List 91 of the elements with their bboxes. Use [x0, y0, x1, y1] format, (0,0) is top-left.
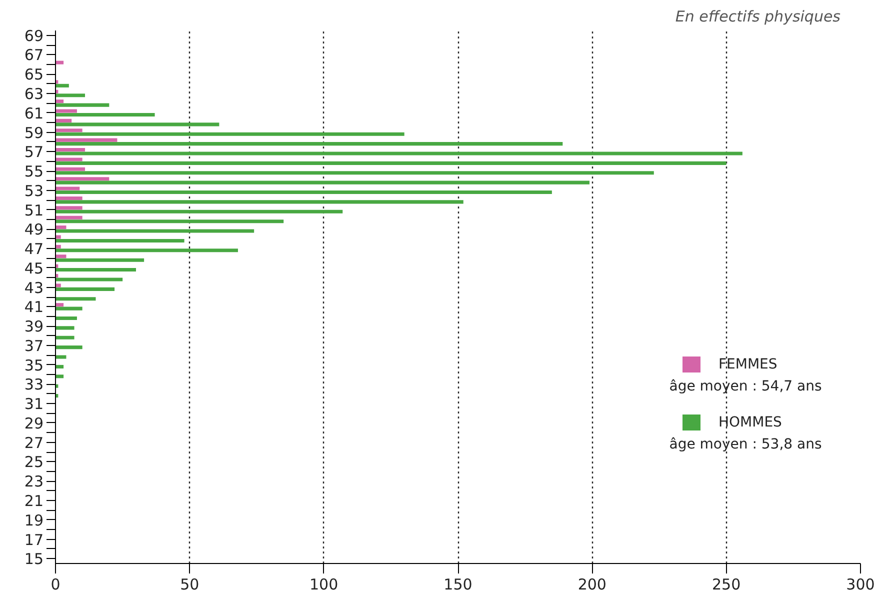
- y-tick-label: 45: [24, 259, 44, 278]
- y-tick-label: 25: [24, 453, 44, 472]
- bar: [56, 206, 82, 210]
- annotation: âge moyen : 53,8 ans: [669, 436, 822, 452]
- bar: [56, 118, 72, 122]
- bar: [56, 100, 64, 104]
- bar: [56, 258, 144, 262]
- bar: [56, 297, 96, 301]
- y-tick-label: 39: [24, 318, 44, 336]
- legend-label: HOMMES: [718, 414, 782, 430]
- y-tick-label: 17: [24, 530, 44, 549]
- bar: [56, 190, 552, 194]
- chart-subtitle: En effectifs physiques: [675, 8, 841, 26]
- bar: [56, 244, 61, 248]
- bar: [56, 326, 74, 330]
- bar: [56, 306, 82, 310]
- legend-label: FEMMES: [718, 356, 778, 372]
- y-tick-label: 35: [24, 356, 44, 374]
- bar: [56, 148, 86, 152]
- x-tick-label: 300: [846, 576, 875, 594]
- y-tick-label: 47: [24, 240, 44, 258]
- bar: [56, 122, 220, 126]
- bar: [56, 355, 66, 359]
- bar: [56, 268, 136, 272]
- bar: [56, 186, 80, 190]
- bar: [56, 287, 115, 291]
- y-tick-label: 21: [24, 492, 44, 510]
- y-tick-label: 33: [24, 376, 44, 394]
- bar: [56, 346, 82, 350]
- bar: [56, 220, 284, 224]
- y-tick-label: 23: [24, 472, 44, 491]
- y-tick-label: 29: [24, 414, 44, 432]
- bar: [56, 152, 742, 156]
- y-tick-label: 19: [24, 511, 44, 530]
- y-tick-label: 27: [24, 434, 44, 452]
- bar: [56, 132, 404, 136]
- bar: [56, 278, 123, 282]
- bar: [56, 103, 110, 107]
- bar: [56, 229, 254, 233]
- y-tick-label: 51: [24, 201, 44, 220]
- x-tick-label: 150: [444, 576, 472, 594]
- y-tick-label: 63: [24, 84, 44, 103]
- bar: [56, 94, 86, 98]
- y-tick-label: 61: [24, 104, 44, 122]
- bar: [56, 167, 86, 171]
- y-tick-label: 69: [24, 26, 44, 45]
- bar: [56, 177, 110, 181]
- bar: [56, 60, 64, 64]
- y-tick-label: 59: [24, 124, 44, 142]
- bar: [56, 112, 155, 117]
- y-tick-label: 15: [24, 550, 44, 568]
- annotation: âge moyen : 54,7 ans: [669, 378, 822, 394]
- bar: [56, 200, 464, 204]
- y-tick-label: 37: [24, 336, 44, 355]
- bar: [56, 336, 74, 340]
- y-tick-label: 57: [24, 143, 44, 162]
- bar: [56, 161, 726, 165]
- bar: [56, 364, 64, 368]
- bar: [56, 171, 654, 175]
- y-tick-label: 55: [24, 162, 44, 181]
- x-tick-label: 50: [180, 576, 200, 594]
- y-tick-label: 43: [24, 278, 44, 297]
- bar: [56, 84, 69, 88]
- x-tick-label: 250: [712, 576, 741, 594]
- y-tick-label: 53: [24, 182, 44, 200]
- bar: [56, 158, 82, 162]
- bar: [56, 138, 118, 142]
- bar: [56, 196, 82, 200]
- bar: [56, 303, 64, 307]
- bar: [56, 235, 61, 239]
- x-tick-label: 0: [50, 576, 60, 594]
- bar: [56, 316, 77, 320]
- x-tick-label: 100: [310, 576, 338, 594]
- bar: [56, 248, 238, 252]
- y-tick-label: 31: [24, 395, 44, 414]
- y-tick-label: 41: [24, 298, 44, 316]
- y-tick-label: 65: [24, 66, 44, 84]
- x-tick-label: 200: [578, 576, 606, 594]
- y-tick-label: 67: [24, 46, 44, 64]
- y-tick-label: 49: [24, 220, 44, 239]
- bar: [56, 284, 61, 288]
- bar: [56, 216, 82, 220]
- bar: [56, 374, 64, 378]
- bar: [56, 254, 66, 258]
- bar: [56, 210, 343, 214]
- bar: [56, 109, 77, 113]
- bar: [56, 180, 590, 184]
- bar: [56, 226, 66, 230]
- bar: [56, 128, 82, 132]
- bar: [56, 238, 184, 242]
- bar: [56, 142, 563, 146]
